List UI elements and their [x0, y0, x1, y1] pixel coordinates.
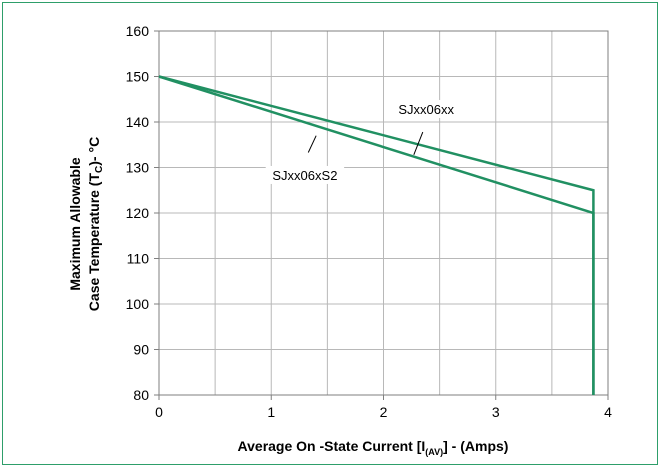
- x-axis-title-prefix: Average On -State Current [I: [238, 438, 426, 454]
- y-axis-title-suffix: )- °C: [86, 137, 102, 166]
- annotation-label-bg: [265, 165, 345, 184]
- tick-label-layer: 80 90 100 110 120 130 140 150 160 0 1 2 3 4: [126, 23, 612, 420]
- x-tick-label: 2: [380, 404, 388, 420]
- annotation-layer: SJxx06xx SJxx06xS2: [265, 99, 462, 184]
- x-axis-title: Average On -State Current [I(AV)] - (Amp…: [238, 438, 509, 457]
- y-tick-label: 110: [127, 251, 150, 267]
- x-axis-title-suffix: ] - (Amps): [443, 438, 508, 454]
- y-axis-title-line1: Maximum Allowable: [67, 157, 83, 291]
- annotation-label-2: SJxx06xS2: [272, 168, 337, 183]
- annotation-pointer-1: [413, 131, 424, 155]
- x-tick-label: 1: [267, 404, 275, 420]
- y-axis-title-subscript: C: [94, 166, 105, 173]
- annotation-pointer-2: [307, 135, 317, 153]
- series-line-2: [158, 75, 595, 395]
- y-tick-label: 80: [133, 387, 149, 403]
- y-axis-title-line2: Case Temperature (TC)- °C: [86, 137, 105, 311]
- x-tick-label: 4: [604, 404, 612, 420]
- y-tick-label: 160: [126, 23, 150, 39]
- y-tick-label: 150: [126, 69, 150, 85]
- x-axis-title-subscript: (AV): [425, 447, 443, 457]
- y-axis-title-prefix: Case Temperature (T: [86, 173, 102, 312]
- y-tick-label: 90: [133, 342, 149, 358]
- axes-layer: [154, 30, 609, 400]
- y-tick-label: 120: [126, 205, 150, 221]
- x-tick-label: 0: [155, 404, 163, 420]
- annotation-label-bg: [390, 99, 462, 118]
- series-line-1: [158, 75, 595, 395]
- y-tick-label: 100: [126, 296, 150, 312]
- x-tick-label: 3: [492, 404, 500, 420]
- grid-layer: [159, 31, 608, 395]
- y-tick-label: 140: [126, 114, 150, 130]
- annotation-label-1: SJxx06xx: [398, 102, 454, 117]
- y-tick-label: 130: [126, 160, 150, 176]
- series-layer: [158, 75, 595, 395]
